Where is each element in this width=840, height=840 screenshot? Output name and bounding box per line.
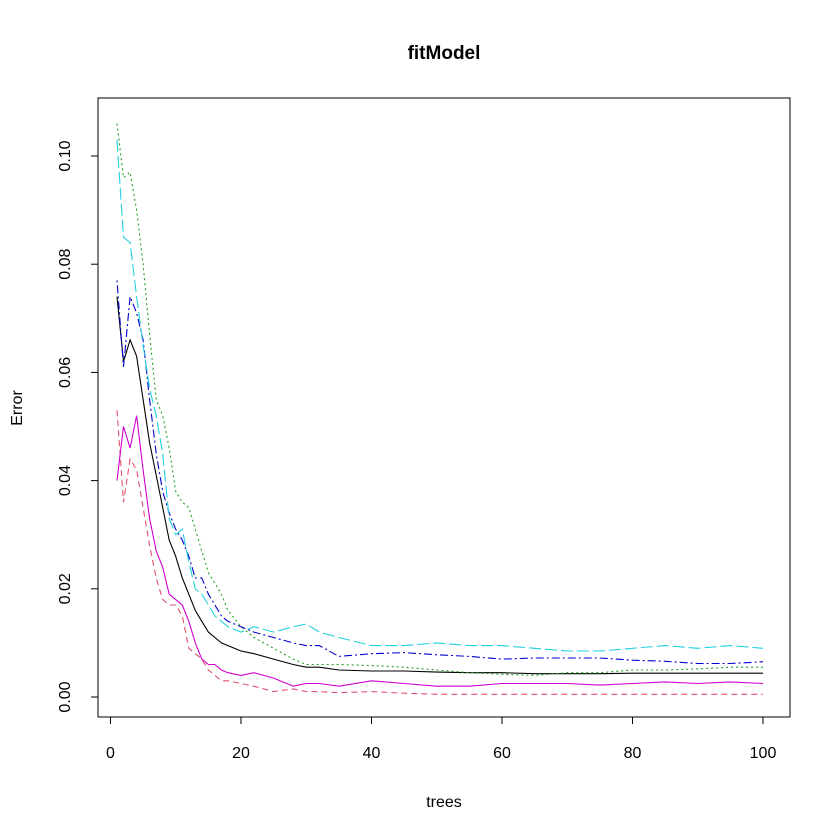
y-tick-label: 0.08 [57,249,74,280]
x-axis-label: trees [426,794,462,811]
y-tick-label: 0.10 [57,140,74,171]
x-tick-label: 20 [232,745,250,762]
series-line-1 [116,296,763,675]
chart-title: fitModel [408,43,481,64]
x-tick-label: 40 [363,745,381,762]
x-axis: 0 20 40 60 80 100 [106,716,777,762]
y-tick-label: 0.04 [57,465,74,496]
series-layer [116,123,764,695]
y-tick-label: 0.06 [57,357,74,388]
series-line-6 [116,415,764,687]
y-tick-label: 0.02 [57,573,74,604]
series-line-3 [116,123,763,676]
y-tick-label: 0.00 [57,681,74,712]
x-tick-label: 60 [493,745,511,762]
y-axis-label: Error [9,390,26,426]
x-tick-label: 0 [106,745,115,762]
series-line-2 [116,410,763,695]
x-tick-label: 100 [750,745,777,762]
series-line-5 [116,139,764,652]
y-axis: 0.00 0.02 0.04 0.06 0.08 0.10 [57,140,99,713]
x-tick-label: 80 [624,745,642,762]
series-line-4 [116,280,764,665]
plot-frame [97,97,791,718]
